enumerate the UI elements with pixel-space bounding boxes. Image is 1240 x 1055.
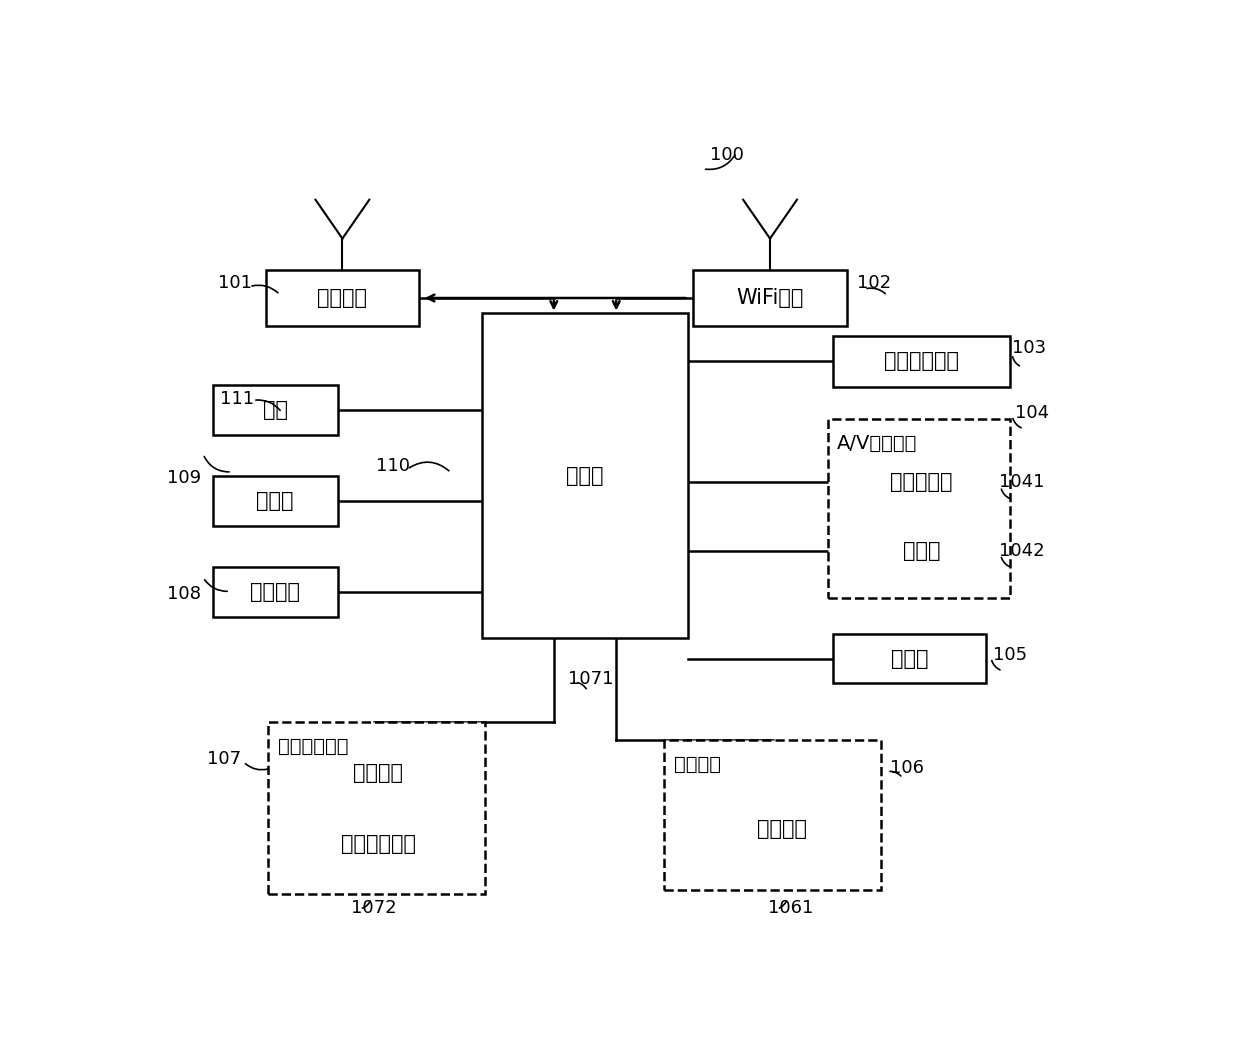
Bar: [708, 806, 857, 851]
Text: 触控面板: 触控面板: [353, 763, 403, 783]
Text: 麦克风: 麦克风: [903, 541, 940, 561]
Text: 103: 103: [1012, 339, 1047, 357]
Text: 存储器: 存储器: [257, 491, 294, 511]
Text: 音频输出单元: 音频输出单元: [884, 351, 959, 371]
Bar: [847, 529, 996, 574]
Bar: [832, 337, 1011, 386]
Bar: [665, 740, 880, 890]
Text: 传感器: 传感器: [890, 649, 928, 669]
Bar: [265, 270, 419, 326]
Text: 处理器: 处理器: [567, 466, 604, 486]
Bar: [828, 419, 1011, 598]
Text: 1071: 1071: [568, 670, 613, 688]
Text: 其他输入设备: 其他输入设备: [341, 833, 415, 853]
Text: 1042: 1042: [999, 542, 1044, 560]
Bar: [213, 567, 337, 617]
Bar: [268, 722, 485, 895]
Text: WiFi模块: WiFi模块: [737, 288, 804, 308]
Text: 105: 105: [993, 646, 1028, 664]
Text: 101: 101: [218, 273, 252, 291]
Text: 102: 102: [857, 273, 890, 291]
Text: 107: 107: [207, 750, 242, 768]
Text: 109: 109: [166, 468, 201, 486]
Text: 接口单元: 接口单元: [250, 582, 300, 602]
Bar: [213, 476, 337, 526]
Text: 106: 106: [889, 760, 924, 778]
Text: 用户输入单元: 用户输入单元: [278, 736, 348, 755]
Text: 图形处理器: 图形处理器: [890, 472, 952, 492]
Text: 显示面板: 显示面板: [758, 819, 807, 839]
Text: 111: 111: [219, 389, 254, 407]
Text: 110: 110: [376, 457, 410, 475]
Bar: [847, 460, 996, 504]
Text: 1041: 1041: [999, 474, 1044, 492]
Text: A/V输入单元: A/V输入单元: [837, 434, 918, 453]
Bar: [213, 385, 337, 436]
Text: 电源: 电源: [263, 400, 288, 420]
Text: 100: 100: [709, 146, 744, 164]
Text: 1061: 1061: [769, 899, 813, 917]
Text: 104: 104: [1016, 404, 1049, 422]
Text: 1072: 1072: [351, 899, 397, 917]
Text: 射频单元: 射频单元: [317, 288, 367, 308]
Bar: [481, 313, 688, 638]
Text: 显示单元: 显示单元: [675, 754, 720, 773]
Bar: [309, 821, 448, 867]
Bar: [832, 634, 986, 683]
Bar: [693, 270, 847, 326]
Text: 108: 108: [167, 584, 201, 602]
Bar: [309, 750, 448, 797]
